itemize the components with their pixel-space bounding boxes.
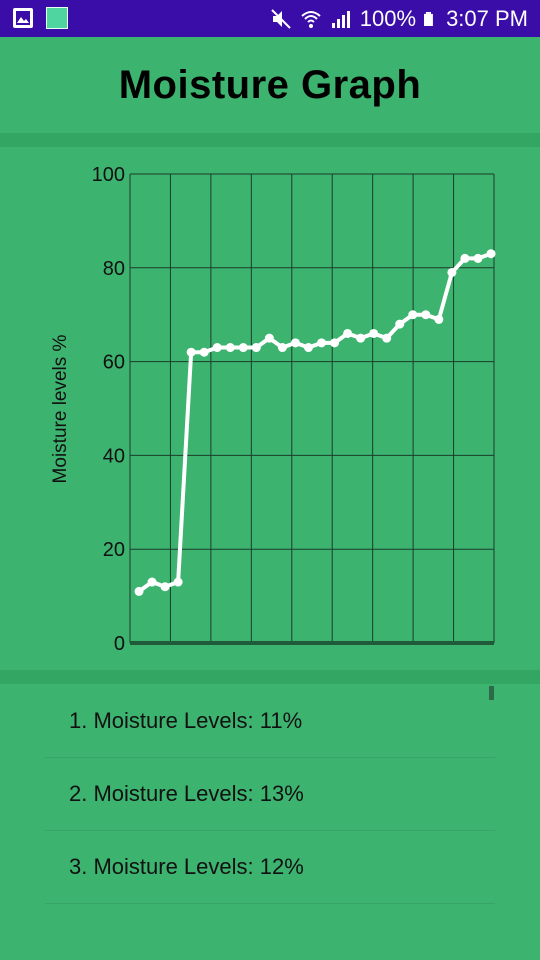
gallery-icon bbox=[13, 8, 33, 28]
data-point bbox=[303, 343, 313, 353]
list-item-label: 2. Moisture Levels: 13% bbox=[69, 781, 304, 806]
data-point bbox=[277, 343, 287, 353]
list-item-label: 3. Moisture Levels: 12% bbox=[69, 854, 304, 879]
data-point bbox=[134, 586, 144, 596]
scrollbar[interactable] bbox=[489, 686, 494, 700]
data-point bbox=[330, 338, 340, 348]
data-point bbox=[173, 577, 183, 587]
divider-band bbox=[0, 133, 540, 147]
y-tick-label: 40 bbox=[103, 445, 125, 467]
data-point bbox=[264, 333, 274, 343]
wifi-icon bbox=[301, 10, 321, 28]
y-axis-label: Moisture levels % bbox=[50, 334, 71, 483]
data-point bbox=[147, 577, 157, 587]
data-point bbox=[199, 347, 209, 357]
battery-percent: 100% bbox=[359, 5, 417, 31]
list-item[interactable]: 3. Moisture Levels: 12% bbox=[45, 832, 495, 904]
readings-list[interactable]: 1. Moisture Levels: 11% 2. Moisture Leve… bbox=[0, 684, 540, 960]
status-bar: 100% 3:07 PM bbox=[0, 0, 540, 37]
y-tick-label: 60 bbox=[103, 352, 125, 374]
data-point bbox=[238, 343, 248, 353]
data-point bbox=[434, 314, 444, 324]
data-point bbox=[186, 347, 196, 357]
data-point bbox=[473, 253, 483, 263]
page-title: Moisture Graph bbox=[118, 62, 422, 107]
data-point bbox=[343, 328, 353, 338]
data-point bbox=[382, 333, 392, 343]
data-point bbox=[486, 249, 496, 259]
list-item-label: 1. Moisture Levels: 11% bbox=[69, 708, 303, 733]
y-tick-label: 100 bbox=[92, 164, 125, 186]
chart-container: 0 20 40 60 80 100 Moisture levels % bbox=[0, 147, 540, 670]
clock: 3:07 PM bbox=[446, 5, 528, 31]
data-point bbox=[212, 343, 222, 353]
data-point bbox=[160, 582, 170, 592]
data-point bbox=[421, 310, 431, 320]
divider-band bbox=[0, 670, 540, 684]
moisture-chart: 0 20 40 60 80 100 Moisture levels % bbox=[50, 164, 496, 655]
data-point bbox=[395, 319, 405, 329]
data-point bbox=[251, 343, 261, 353]
list-item[interactable]: 1. Moisture Levels: 11% bbox=[45, 686, 495, 758]
app-icon bbox=[46, 7, 68, 29]
series-line bbox=[137, 251, 492, 594]
data-point bbox=[369, 328, 379, 338]
data-point bbox=[460, 253, 470, 263]
data-point bbox=[447, 267, 457, 277]
data-point bbox=[408, 310, 418, 320]
header: Moisture Graph bbox=[0, 37, 540, 133]
data-point bbox=[225, 343, 235, 353]
list-item[interactable]: 2. Moisture Levels: 13% bbox=[45, 759, 495, 831]
battery-icon bbox=[424, 11, 433, 26]
y-tick-label: 0 bbox=[114, 633, 125, 655]
data-point bbox=[290, 338, 300, 348]
data-point bbox=[317, 338, 327, 348]
y-tick-label: 20 bbox=[103, 539, 125, 561]
mute-icon bbox=[271, 8, 291, 29]
data-point bbox=[356, 333, 366, 343]
signal-icon bbox=[331, 10, 350, 28]
y-tick-label: 80 bbox=[103, 258, 125, 280]
